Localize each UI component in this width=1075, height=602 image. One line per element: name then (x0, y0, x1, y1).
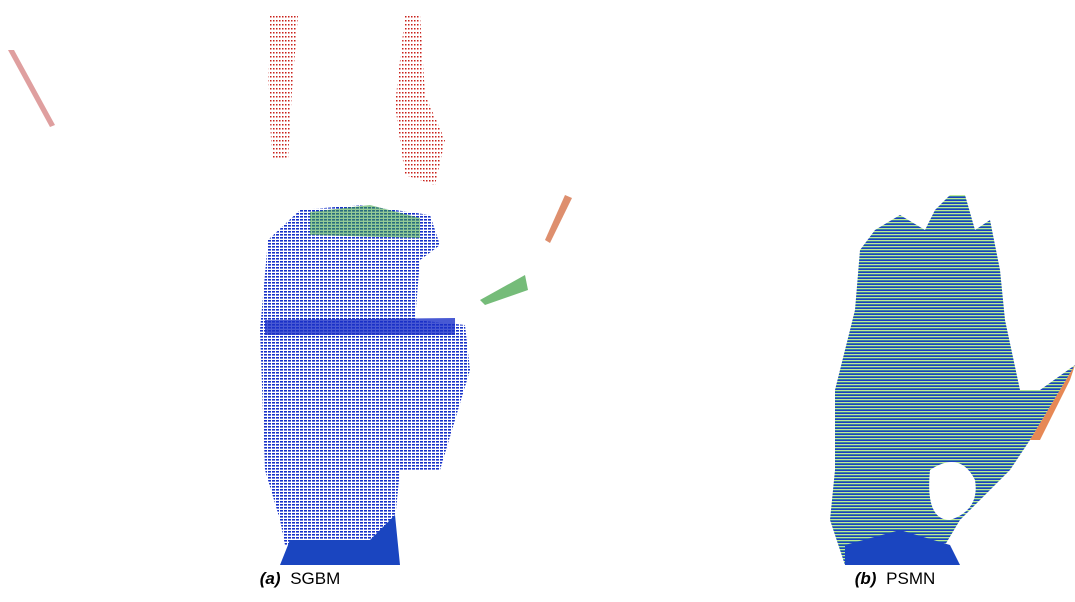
caption-a: (a) SGBM (260, 569, 341, 588)
caption-text: SGBM (290, 569, 340, 588)
caption-label: (b) (855, 569, 877, 588)
psmn-point-cloud (830, 195, 1075, 565)
caption-b: (b) PSMN (855, 569, 936, 588)
caption-label: (a) (260, 569, 281, 588)
page: (a) SGBM (b) PSMN (() => { const data = … (0, 0, 1075, 602)
caption-text: PSMN (886, 569, 935, 588)
figure: (a) SGBM (b) PSMN (0, 0, 1075, 602)
sgbm-point-cloud (8, 15, 572, 565)
